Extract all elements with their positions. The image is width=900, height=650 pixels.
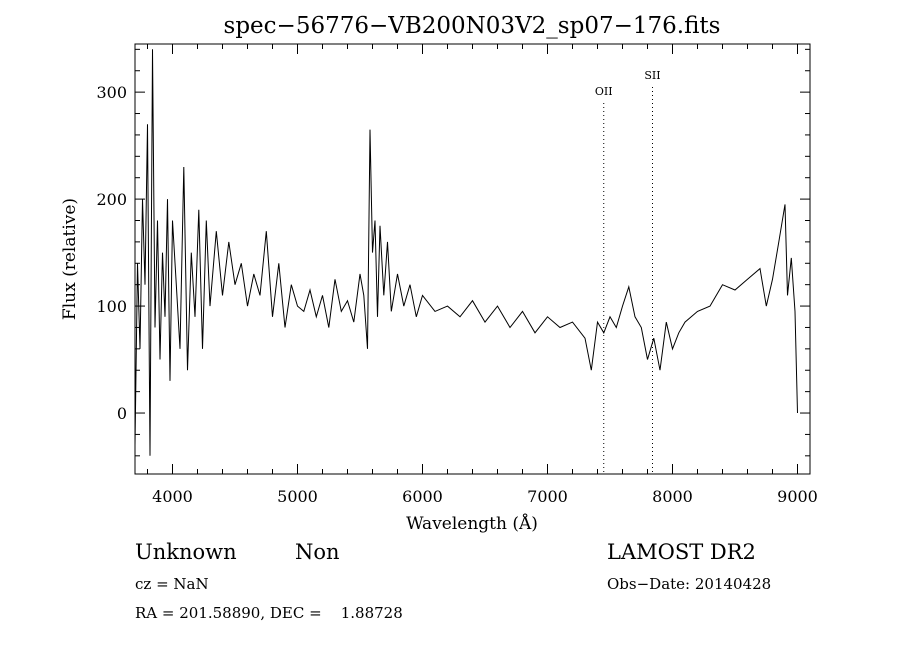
x-tick-label: 4000: [152, 487, 193, 506]
redshift-value: cz = NaN: [135, 575, 209, 593]
spectrum-line: [134, 49, 798, 456]
annotation-label: SII: [644, 69, 660, 82]
object-class: Unknown: [135, 540, 237, 564]
plot-frame: [134, 43, 811, 475]
object-subclass: Non: [295, 540, 340, 564]
x-axis-label: Wavelength (Å): [406, 513, 538, 534]
annotation-label: OII: [595, 85, 613, 98]
x-tick-label: 6000: [402, 487, 443, 506]
axis-ticks: [135, 44, 810, 474]
y-tick-label: 300: [96, 83, 127, 102]
x-tick-label: 9000: [777, 487, 818, 506]
y-tick-labels: 0 100 200 300: [96, 83, 127, 423]
x-tick-label: 5000: [277, 487, 318, 506]
y-tick-label: 0: [117, 404, 127, 423]
x-tick-label: 8000: [652, 487, 693, 506]
chart-title: spec−56776−VB200N03V2_sp07−176.fits: [224, 13, 721, 39]
y-axis-label: Flux (relative): [60, 198, 80, 320]
y-tick-label: 100: [96, 297, 127, 316]
x-tick-label: 7000: [527, 487, 568, 506]
survey-name: LAMOST DR2: [607, 540, 756, 564]
y-tick-label: 200: [96, 190, 127, 209]
coordinates: RA = 201.58890, DEC = 1.88728: [135, 604, 403, 622]
x-tick-labels: 4000 5000 6000 7000 8000 9000: [152, 487, 818, 506]
observation-date: Obs−Date: 20140428: [607, 575, 772, 593]
line-annotations: OII SII: [595, 69, 661, 474]
